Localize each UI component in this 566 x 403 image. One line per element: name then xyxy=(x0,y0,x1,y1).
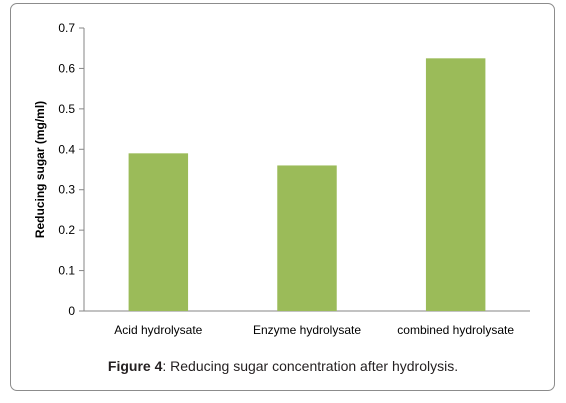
bar-acid-hydrolysate xyxy=(128,153,189,311)
x-category-label: Acid hydrolysate xyxy=(114,323,202,337)
x-category-label: combined hydrolysate xyxy=(397,323,514,337)
y-tick-label: 0 xyxy=(68,304,75,318)
figure-label: Figure 4 xyxy=(107,358,163,374)
caption-text: : Reducing sugar concentration after hyd… xyxy=(162,358,459,374)
bar-chart: 0 0.1 0.2 0.3 0.4 0.5 0.6 0.7 Acid hydrolysate E… xyxy=(33,21,530,337)
y-tick-label: 0.5 xyxy=(58,102,75,116)
figure-caption: Figure 4: Reducing sugar concentration a… xyxy=(0,358,566,374)
y-tick-label: 0.1 xyxy=(58,264,75,278)
y-tick-label: 0.7 xyxy=(58,21,75,35)
bar-enzyme-hydrolysate xyxy=(277,165,337,311)
y-tick-label: 0.6 xyxy=(58,61,75,75)
x-category-label: Enzyme hydrolysate xyxy=(253,323,361,337)
bar-combined-hydrolysate xyxy=(425,58,486,312)
y-tick-label: 0.2 xyxy=(58,223,75,237)
y-tick-label: 0.4 xyxy=(58,142,75,156)
y-axis-title: Reducing sugar (mg/ml) xyxy=(33,101,47,238)
y-tick-label: 0.3 xyxy=(58,183,75,197)
